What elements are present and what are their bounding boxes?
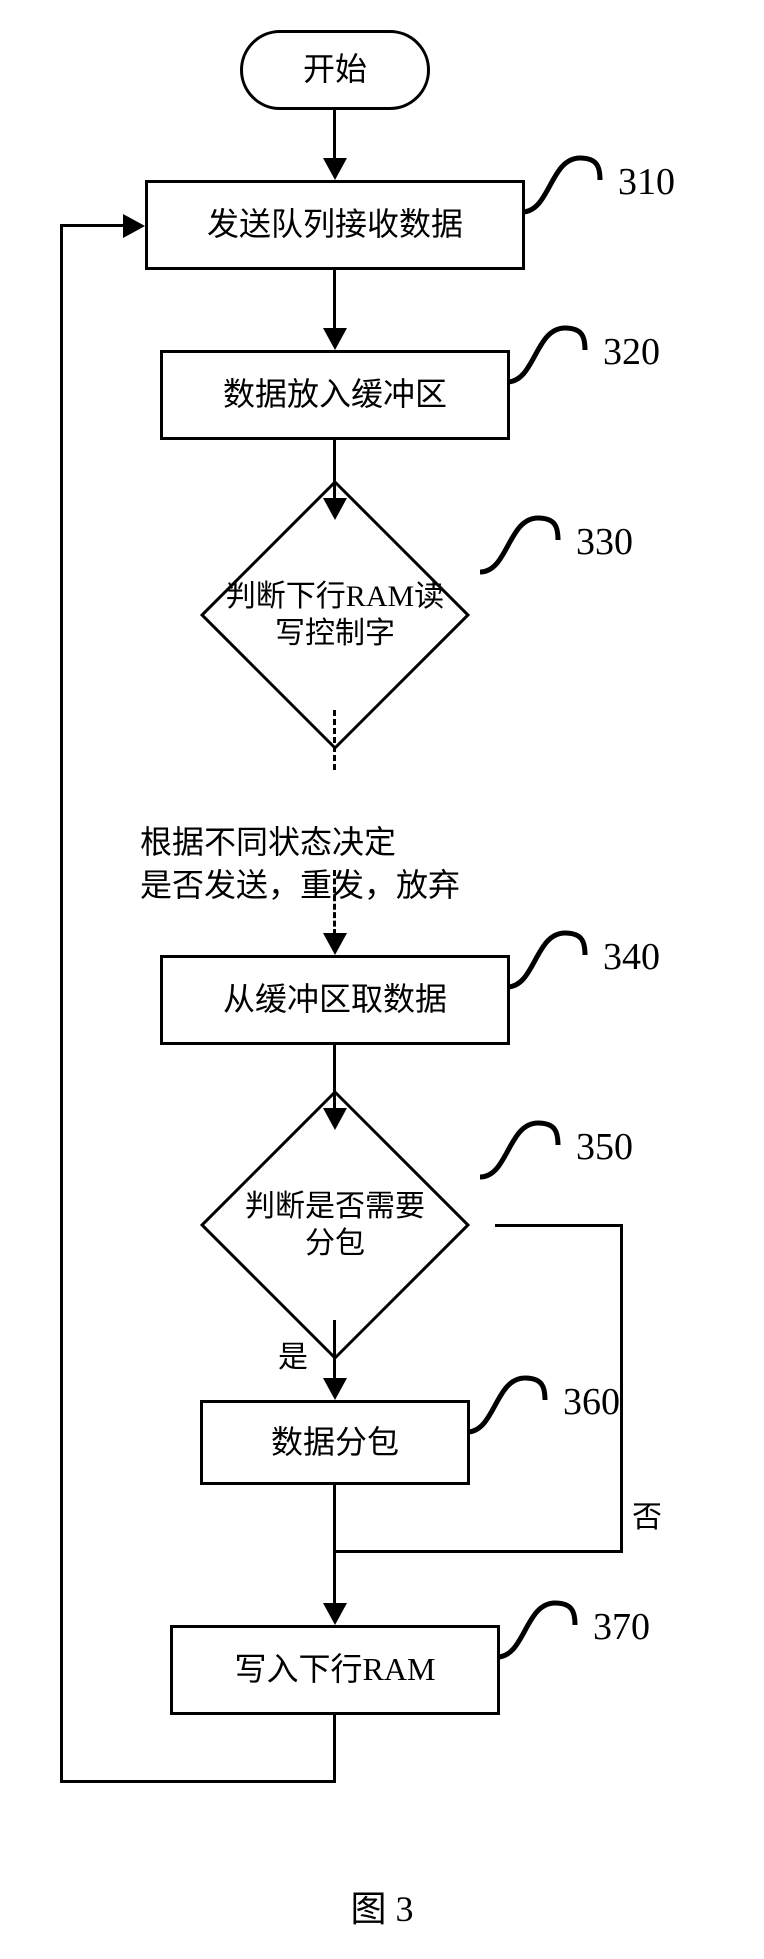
- label-no-text: 否: [632, 1501, 662, 1534]
- num-310: 310: [618, 160, 675, 204]
- figure-caption: 图 3: [0, 1880, 764, 1932]
- node-330: 判断下行RAM读 写控制字: [170, 515, 500, 715]
- s-curve-320: [505, 320, 595, 390]
- node-start: 开始: [240, 30, 430, 110]
- edge-310-320-head: [323, 328, 347, 350]
- node-360: 数据分包: [200, 1400, 470, 1485]
- node-330-label: 判断下行RAM读 写控制字: [226, 578, 444, 653]
- node-360-label: 数据分包: [271, 1422, 399, 1464]
- num-330: 330: [576, 520, 633, 564]
- s-curve-370: [495, 1595, 585, 1665]
- edge-320-330-head: [323, 498, 347, 520]
- edge-loop-head: [123, 214, 145, 238]
- edge-mid-340-head: [323, 933, 347, 955]
- edge-320-330: [333, 440, 336, 500]
- mid-label-text: 根据不同状态决定 是否发送，重发，放弃: [140, 824, 460, 903]
- edge-loop-v2: [60, 225, 63, 1783]
- num-370: 370: [593, 1605, 650, 1649]
- edge-start-310-head: [323, 158, 347, 180]
- s-curve-350: [478, 1115, 568, 1185]
- num-320: 320: [603, 330, 660, 374]
- edge-loop-h2: [60, 224, 125, 227]
- figure-caption-text: 图 3: [350, 1889, 413, 1929]
- edge-loop-v1: [333, 1715, 336, 1780]
- flowchart-canvas: 开始 发送队列接收数据 数据放入缓冲区 判断下行RAM读 写控制字 根据不同状态…: [0, 0, 764, 1959]
- edge-330-mid: [333, 710, 336, 770]
- node-310-label: 发送队列接收数据: [207, 204, 463, 246]
- edge-360-370-head: [323, 1603, 347, 1625]
- edge-310-320: [333, 270, 336, 330]
- mid-label: 根据不同状态决定 是否发送，重发，放弃: [140, 778, 560, 908]
- s-curve-340: [505, 925, 595, 995]
- edge-350-no-h2: [336, 1550, 623, 1553]
- node-320-label: 数据放入缓冲区: [223, 374, 447, 416]
- edge-360-370: [333, 1485, 336, 1605]
- edge-loop-h1: [60, 1780, 336, 1783]
- label-no: 否: [632, 1498, 662, 1539]
- edge-mid-340: [333, 870, 336, 935]
- label-yes: 是: [278, 1338, 308, 1379]
- s-curve-330: [478, 510, 568, 580]
- node-370-label: 写入下行RAM: [235, 1649, 436, 1691]
- node-350-label: 判断是否需要 分包: [245, 1188, 425, 1263]
- edge-350-no-v: [620, 1224, 623, 1550]
- label-yes-text: 是: [278, 1341, 308, 1374]
- edge-start-310: [333, 110, 336, 160]
- edge-340-350-head: [323, 1108, 347, 1130]
- s-curve-360: [465, 1370, 555, 1440]
- edge-350-360: [333, 1320, 336, 1380]
- node-340-label: 从缓冲区取数据: [223, 979, 447, 1021]
- node-370: 写入下行RAM: [170, 1625, 500, 1715]
- node-310: 发送队列接收数据: [145, 180, 525, 270]
- edge-340-350: [333, 1045, 336, 1110]
- edge-350-360-head: [323, 1378, 347, 1400]
- node-start-label: 开始: [303, 49, 367, 91]
- s-curve-310: [520, 150, 610, 220]
- num-360: 360: [563, 1380, 620, 1424]
- node-340: 从缓冲区取数据: [160, 955, 510, 1045]
- node-320: 数据放入缓冲区: [160, 350, 510, 440]
- edge-350-no-h1: [495, 1224, 623, 1227]
- num-340: 340: [603, 935, 660, 979]
- node-350: 判断是否需要 分包: [170, 1125, 500, 1325]
- num-350: 350: [576, 1125, 633, 1169]
